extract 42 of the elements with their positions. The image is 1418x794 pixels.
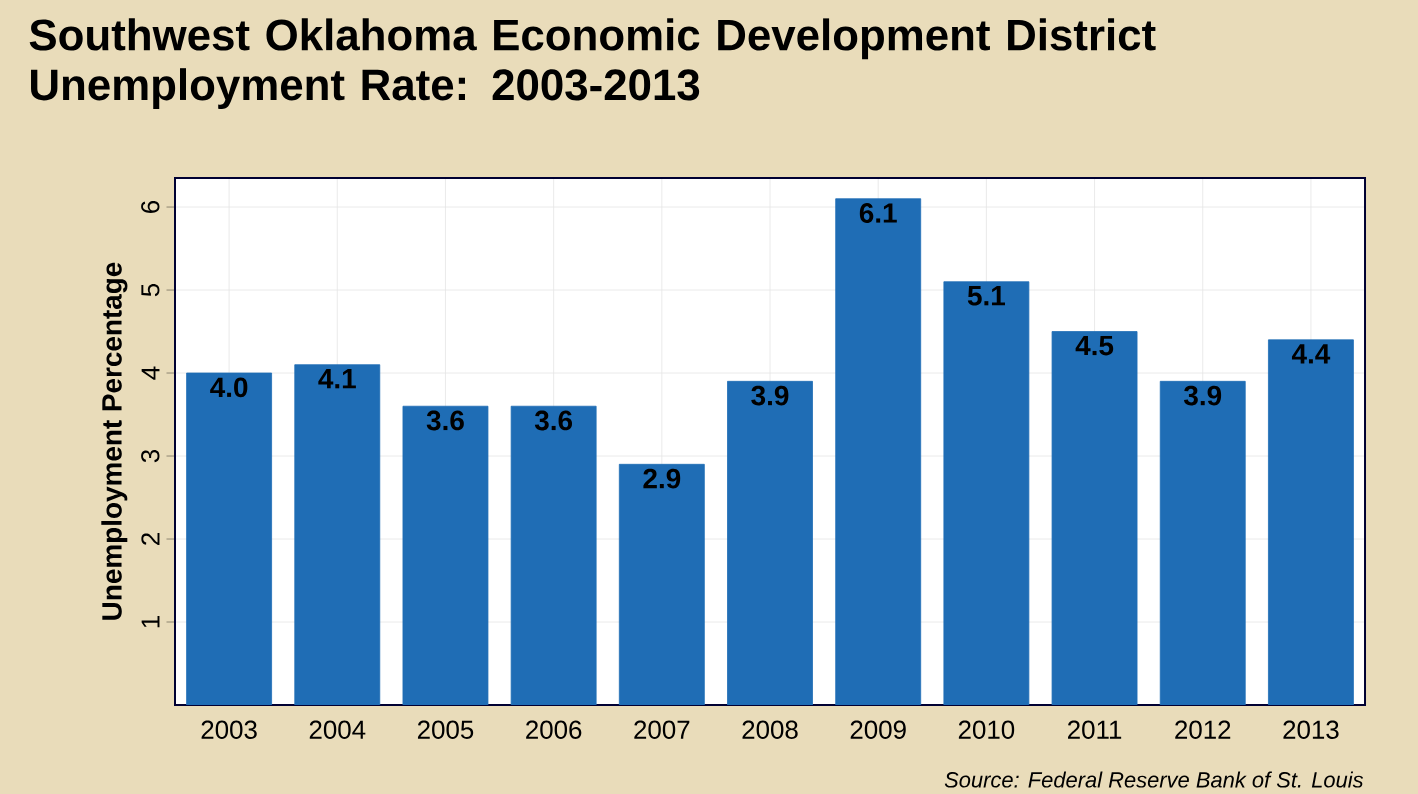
bar <box>1159 380 1246 705</box>
data-label: 4.5 <box>1075 335 1114 356</box>
bar <box>294 364 381 705</box>
x-tick-label: 2012 <box>1175 720 1231 739</box>
y-tick-label: 2 <box>141 533 160 545</box>
data-label: 4.4 <box>1291 344 1331 364</box>
bar <box>727 380 813 705</box>
y-axis-title: Unemployment Percentage <box>101 262 128 620</box>
x-tick-label: 2010 <box>958 720 1015 739</box>
bar <box>186 372 272 705</box>
x-tick-label: 2003 <box>201 720 257 739</box>
data-label: 3.9 <box>1183 385 1222 406</box>
data-label: 4.0 <box>210 377 248 398</box>
data-label: 4.1 <box>318 369 356 389</box>
data-label: 3.9 <box>751 385 789 406</box>
bar <box>1051 331 1138 705</box>
bar <box>618 463 705 705</box>
source-note: Source: Federal Reserve Bank of St. Louis <box>944 771 1364 788</box>
data-label: 3.6 <box>534 410 573 431</box>
x-tick-label: 2009 <box>850 720 906 739</box>
y-tick-label: 5 <box>141 283 160 297</box>
y-tick-label: 1 <box>141 616 160 628</box>
x-tick-label: 2008 <box>742 720 798 739</box>
data-label: 2.9 <box>643 468 681 489</box>
x-tick-label: 2007 <box>634 720 690 739</box>
y-tick-label: 6 <box>141 200 160 213</box>
data-label: 3.6 <box>426 410 464 431</box>
x-tick-label: 2011 <box>1068 720 1122 739</box>
y-tick-label: 3 <box>141 449 160 463</box>
bar <box>402 405 489 705</box>
x-tick-label: 2013 <box>1283 720 1339 739</box>
x-tick-label: 2004 <box>309 720 366 739</box>
chart-title: Southwest Oklahoma Economic Development District Unemployment Rate: 2003-2013 <box>29 18 1156 110</box>
data-label: 5.1 <box>967 286 1005 306</box>
bar <box>1268 339 1354 705</box>
bar <box>943 281 1030 705</box>
y-tick-label: 4 <box>141 366 160 380</box>
x-tick-label: 2005 <box>417 720 474 739</box>
x-tick-label: 2006 <box>526 720 582 739</box>
data-label: 6.1 <box>859 203 897 223</box>
bar <box>835 198 922 705</box>
bar <box>510 405 597 705</box>
